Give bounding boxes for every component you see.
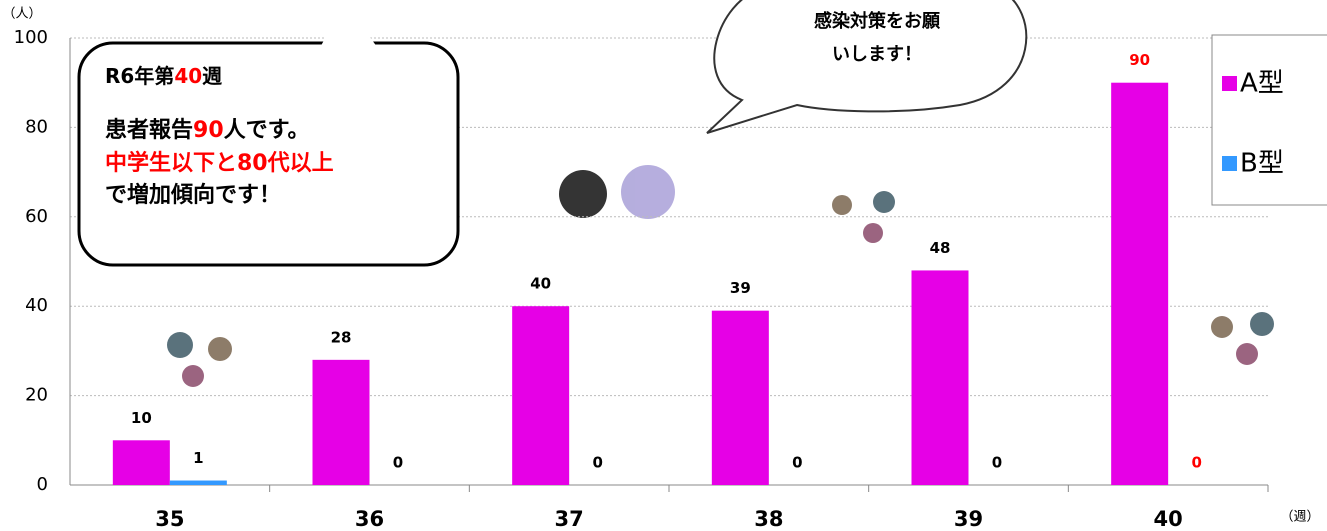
- value-label: 90: [1129, 51, 1150, 69]
- y-tick-label: 80: [25, 116, 48, 137]
- x-tick-label: 40: [1154, 507, 1183, 531]
- callout-box: [77, 41, 460, 267]
- value-label: 1: [193, 449, 203, 467]
- value-label: 10: [131, 409, 152, 427]
- callout-text: 中学生以下と80代以上: [105, 150, 334, 176]
- y-tick-label: 0: [37, 474, 48, 495]
- y-tick-label: 100: [14, 27, 48, 48]
- speech-bubble: [706, 0, 1028, 134]
- bar: [911, 270, 969, 485]
- value-label: 48: [930, 239, 951, 257]
- value-label: 0: [792, 454, 802, 472]
- callout-segment: 90: [193, 118, 224, 143]
- callout-tail: [318, 3, 380, 51]
- x-unit: （週）: [1280, 510, 1319, 525]
- legend-swatch: [1222, 76, 1237, 91]
- value-label: 39: [730, 279, 751, 297]
- callout-segment: 40: [174, 64, 202, 88]
- x-tick-label: 38: [754, 507, 783, 531]
- x-tick-label: 36: [355, 507, 384, 531]
- legend-swatch: [1222, 156, 1237, 171]
- bar: [711, 310, 769, 485]
- legend-label: B型: [1240, 149, 1284, 179]
- callout-segment: 人です。: [224, 118, 310, 143]
- value-label: 0: [592, 454, 602, 472]
- y-tick-label: 40: [25, 295, 48, 316]
- bubble-text: いします！: [832, 44, 922, 65]
- callout-segment: で増加傾向です！: [105, 182, 281, 208]
- x-tick-label: 35: [155, 507, 184, 531]
- value-label: 0: [1191, 454, 1201, 472]
- callout-segment: 週: [202, 64, 222, 88]
- bubble-text: 感染対策をお願: [814, 10, 941, 32]
- value-label: 0: [393, 454, 403, 472]
- bar: [169, 480, 227, 485]
- callout-segment: 中学生以下と80代以上: [105, 150, 334, 176]
- callout-text: で増加傾向です！: [105, 182, 281, 208]
- y-unit: （人）: [2, 7, 41, 22]
- bar: [112, 440, 170, 485]
- legend-label: A型: [1240, 69, 1284, 99]
- germ-icons: [167, 165, 1274, 387]
- bar: [512, 306, 570, 485]
- value-label: 40: [530, 275, 551, 293]
- x-tick-label: 39: [954, 507, 983, 531]
- callout-segment: 患者報告: [105, 117, 193, 143]
- legend-box: [1211, 34, 1327, 206]
- bar: [1111, 82, 1169, 485]
- value-label: 28: [331, 328, 352, 346]
- y-tick-label: 20: [25, 385, 48, 406]
- callout-segment: R6年第: [105, 64, 174, 88]
- callout-text: 患者報告90人です。: [105, 117, 309, 143]
- bar: [312, 359, 370, 485]
- value-label: 0: [992, 454, 1002, 472]
- callout-text: R6年第40週: [105, 64, 222, 88]
- x-tick-label: 37: [555, 507, 584, 531]
- y-tick-label: 60: [25, 206, 48, 227]
